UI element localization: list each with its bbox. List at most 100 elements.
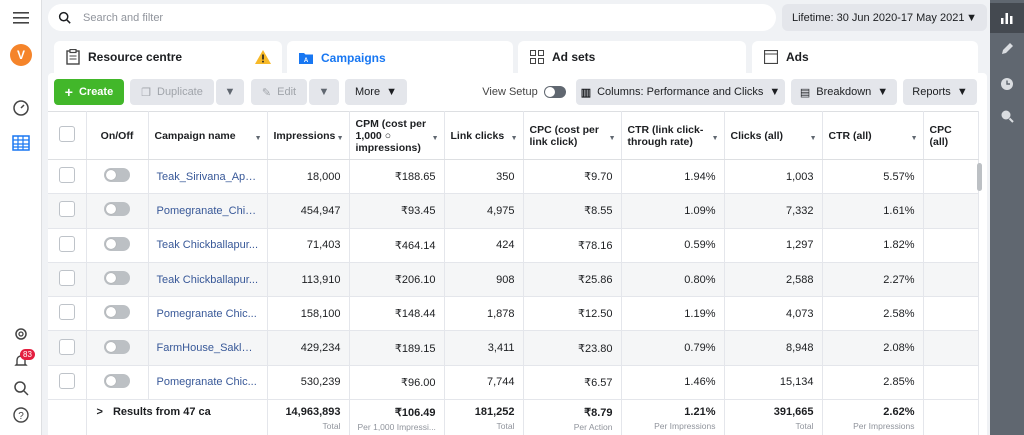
- edit-pencil-icon[interactable]: [990, 34, 1024, 64]
- cpc-cell: ₹6.57: [523, 365, 622, 401]
- table-row[interactable]: Pomegranate_Chic... 454,947 ₹93.45 4,975…: [48, 193, 979, 229]
- header-impressions[interactable]: Impressions ▼: [267, 111, 350, 160]
- search-filter-bar[interactable]: Search and filter: [48, 4, 776, 31]
- campaign-toggle[interactable]: [104, 373, 130, 388]
- view-setup-switch[interactable]: [543, 86, 566, 98]
- columns-button[interactable]: ▥ Columns: Performance and Clicks ▼: [576, 79, 785, 105]
- header-clicks-all[interactable]: Clicks (all) ▼: [724, 111, 823, 160]
- select-all-checkbox[interactable]: [58, 126, 75, 142]
- header-onoff[interactable]: On/Off: [86, 111, 149, 160]
- edit-label: Edit: [277, 86, 297, 98]
- sort-icon: ▼: [711, 135, 719, 142]
- header-campaign-name[interactable]: Campaign name ▼: [148, 111, 268, 160]
- total-ctr-all: 2.62% Per Impressions: [822, 399, 924, 435]
- date-range-selector[interactable]: Lifetime: 30 Jun 2020-17 May 2021 ▼: [782, 4, 987, 31]
- history-clock-icon[interactable]: [990, 69, 1024, 99]
- campaign-toggle[interactable]: [104, 305, 130, 320]
- menu-icon[interactable]: [0, 3, 42, 33]
- caret-down-icon: ▼: [318, 86, 330, 98]
- table-row[interactable]: Teak Chickballapur... 71,403 ₹464.14 424…: [48, 228, 979, 263]
- header-label: Campaign name: [154, 129, 236, 142]
- campaign-toggle[interactable]: [104, 339, 130, 354]
- account-avatar[interactable]: V: [0, 40, 42, 70]
- ctr-link-cell: 1.09%: [621, 193, 725, 229]
- tab-ads[interactable]: Ads: [752, 41, 978, 73]
- total-value: ₹8.79: [584, 407, 613, 420]
- total-sublabel: Per Impressions: [853, 421, 915, 432]
- campaign-name-link[interactable]: FarmHouse_Sakles...: [148, 330, 268, 366]
- header-label: CPC (cost per link click): [529, 123, 599, 148]
- zoom-search-icon[interactable]: [990, 101, 1024, 131]
- row-checkbox[interactable]: [58, 270, 75, 287]
- duplicate-dropdown-button[interactable]: ▼: [216, 79, 244, 105]
- header-link-clicks[interactable]: Link clicks ▼: [444, 111, 524, 160]
- view-setup-toggle[interactable]: View Setup: [478, 79, 570, 105]
- header-label: CPM (cost per 1,000 ○ impressions): [355, 117, 427, 154]
- tab-resource-centre[interactable]: Resource centre: [54, 41, 282, 73]
- header-cpc-all[interactable]: CPC (all): [923, 111, 979, 160]
- table-scrollbar[interactable]: [977, 163, 982, 191]
- columns-label: Columns: Performance and Clicks: [597, 86, 764, 98]
- cpm-cell: ₹188.65: [349, 159, 445, 195]
- reports-button[interactable]: Reports ▼: [903, 79, 977, 105]
- table-row[interactable]: Pomegranate Chic... 530,239 ₹96.00 7,744…: [48, 365, 979, 401]
- tab-label: Ads: [786, 50, 809, 64]
- header-label: CPC (all): [929, 123, 952, 148]
- breakdown-button[interactable]: ▤ Breakdown ▼: [791, 79, 897, 105]
- duplicate-button[interactable]: ❐ Duplicate: [130, 79, 214, 105]
- header-label: Clicks (all): [730, 129, 784, 142]
- campaign-name-link[interactable]: Teak_Sirivana_April...: [148, 159, 268, 195]
- search-input[interactable]: Search and filter: [83, 11, 164, 24]
- avatar[interactable]: V: [10, 44, 32, 66]
- tab-ad-sets[interactable]: Ad sets: [518, 41, 746, 73]
- campaign-toggle[interactable]: [104, 271, 130, 286]
- ad-icon: [764, 50, 778, 64]
- campaign-name-link[interactable]: Teak Chickballapur...: [148, 262, 268, 298]
- row-checkbox[interactable]: [58, 235, 75, 252]
- header-cpm[interactable]: CPM (cost per 1,000 ○ impressions) ▼: [349, 111, 445, 160]
- tab-campaigns[interactable]: A Campaigns: [287, 41, 513, 75]
- campaign-toggle[interactable]: [104, 168, 130, 183]
- create-label: Create: [78, 86, 114, 98]
- campaign-toggle[interactable]: [104, 202, 130, 217]
- sort-icon: ▼: [910, 135, 918, 142]
- create-button[interactable]: + Create: [54, 79, 124, 105]
- sort-icon: ▼: [336, 135, 344, 142]
- edit-dropdown-button[interactable]: ▼: [309, 79, 339, 105]
- row-checkbox[interactable]: [58, 304, 75, 321]
- caret-down-icon: ▼: [956, 86, 968, 98]
- campaign-name-link[interactable]: Teak Chickballapur...: [148, 228, 268, 263]
- header-cpc[interactable]: CPC (cost per link click) ▼: [523, 111, 622, 160]
- sort-icon: ▼: [809, 135, 817, 142]
- row-checkbox[interactable]: [58, 201, 75, 218]
- campaign-name-link[interactable]: Pomegranate Chic...: [148, 296, 268, 332]
- campaign-name-link[interactable]: Pomegranate_Chic...: [148, 193, 268, 229]
- header-ctr-all[interactable]: CTR (all) ▼: [822, 111, 924, 160]
- ads-manager-table-icon[interactable]: [0, 128, 42, 158]
- help-icon[interactable]: ?: [0, 400, 42, 430]
- row-checkbox-cell: [48, 159, 87, 195]
- ctr-link-cell: 1.46%: [621, 365, 725, 401]
- table-row[interactable]: Pomegranate Chic... 158,100 ₹148.44 1,87…: [48, 296, 979, 332]
- cpc-all-cell: [923, 262, 979, 298]
- table-row[interactable]: Teak Chickballapur... 113,910 ₹206.10 90…: [48, 262, 979, 298]
- campaign-name-link[interactable]: Pomegranate Chic...: [148, 365, 268, 401]
- edit-button[interactable]: ✎ Edit: [251, 79, 307, 105]
- dashboard-icon[interactable]: [0, 93, 42, 123]
- row-checkbox[interactable]: [58, 338, 75, 355]
- row-checkbox[interactable]: [58, 372, 75, 389]
- results-summary[interactable]: > Results from 47 ca: [86, 399, 268, 435]
- reporting-chart-icon[interactable]: [990, 3, 1024, 33]
- cpm-cell: ₹93.45: [349, 193, 445, 229]
- search-nav-icon[interactable]: [0, 373, 42, 403]
- results-label: Results from 47 ca: [112, 406, 211, 419]
- settings-icon[interactable]: [0, 319, 42, 349]
- table-row[interactable]: FarmHouse_Sakles... 429,234 ₹189.15 3,41…: [48, 330, 979, 366]
- header-ctr-link[interactable]: CTR (link click-through rate) ▼: [621, 111, 725, 160]
- more-button[interactable]: More ▼: [345, 79, 407, 105]
- sort-icon: ▼: [608, 135, 616, 142]
- table-row[interactable]: Teak_Sirivana_April... 18,000 ₹188.65 35…: [48, 159, 979, 195]
- search-icon: [58, 11, 71, 24]
- campaign-toggle[interactable]: [104, 236, 130, 251]
- row-checkbox[interactable]: [58, 167, 75, 184]
